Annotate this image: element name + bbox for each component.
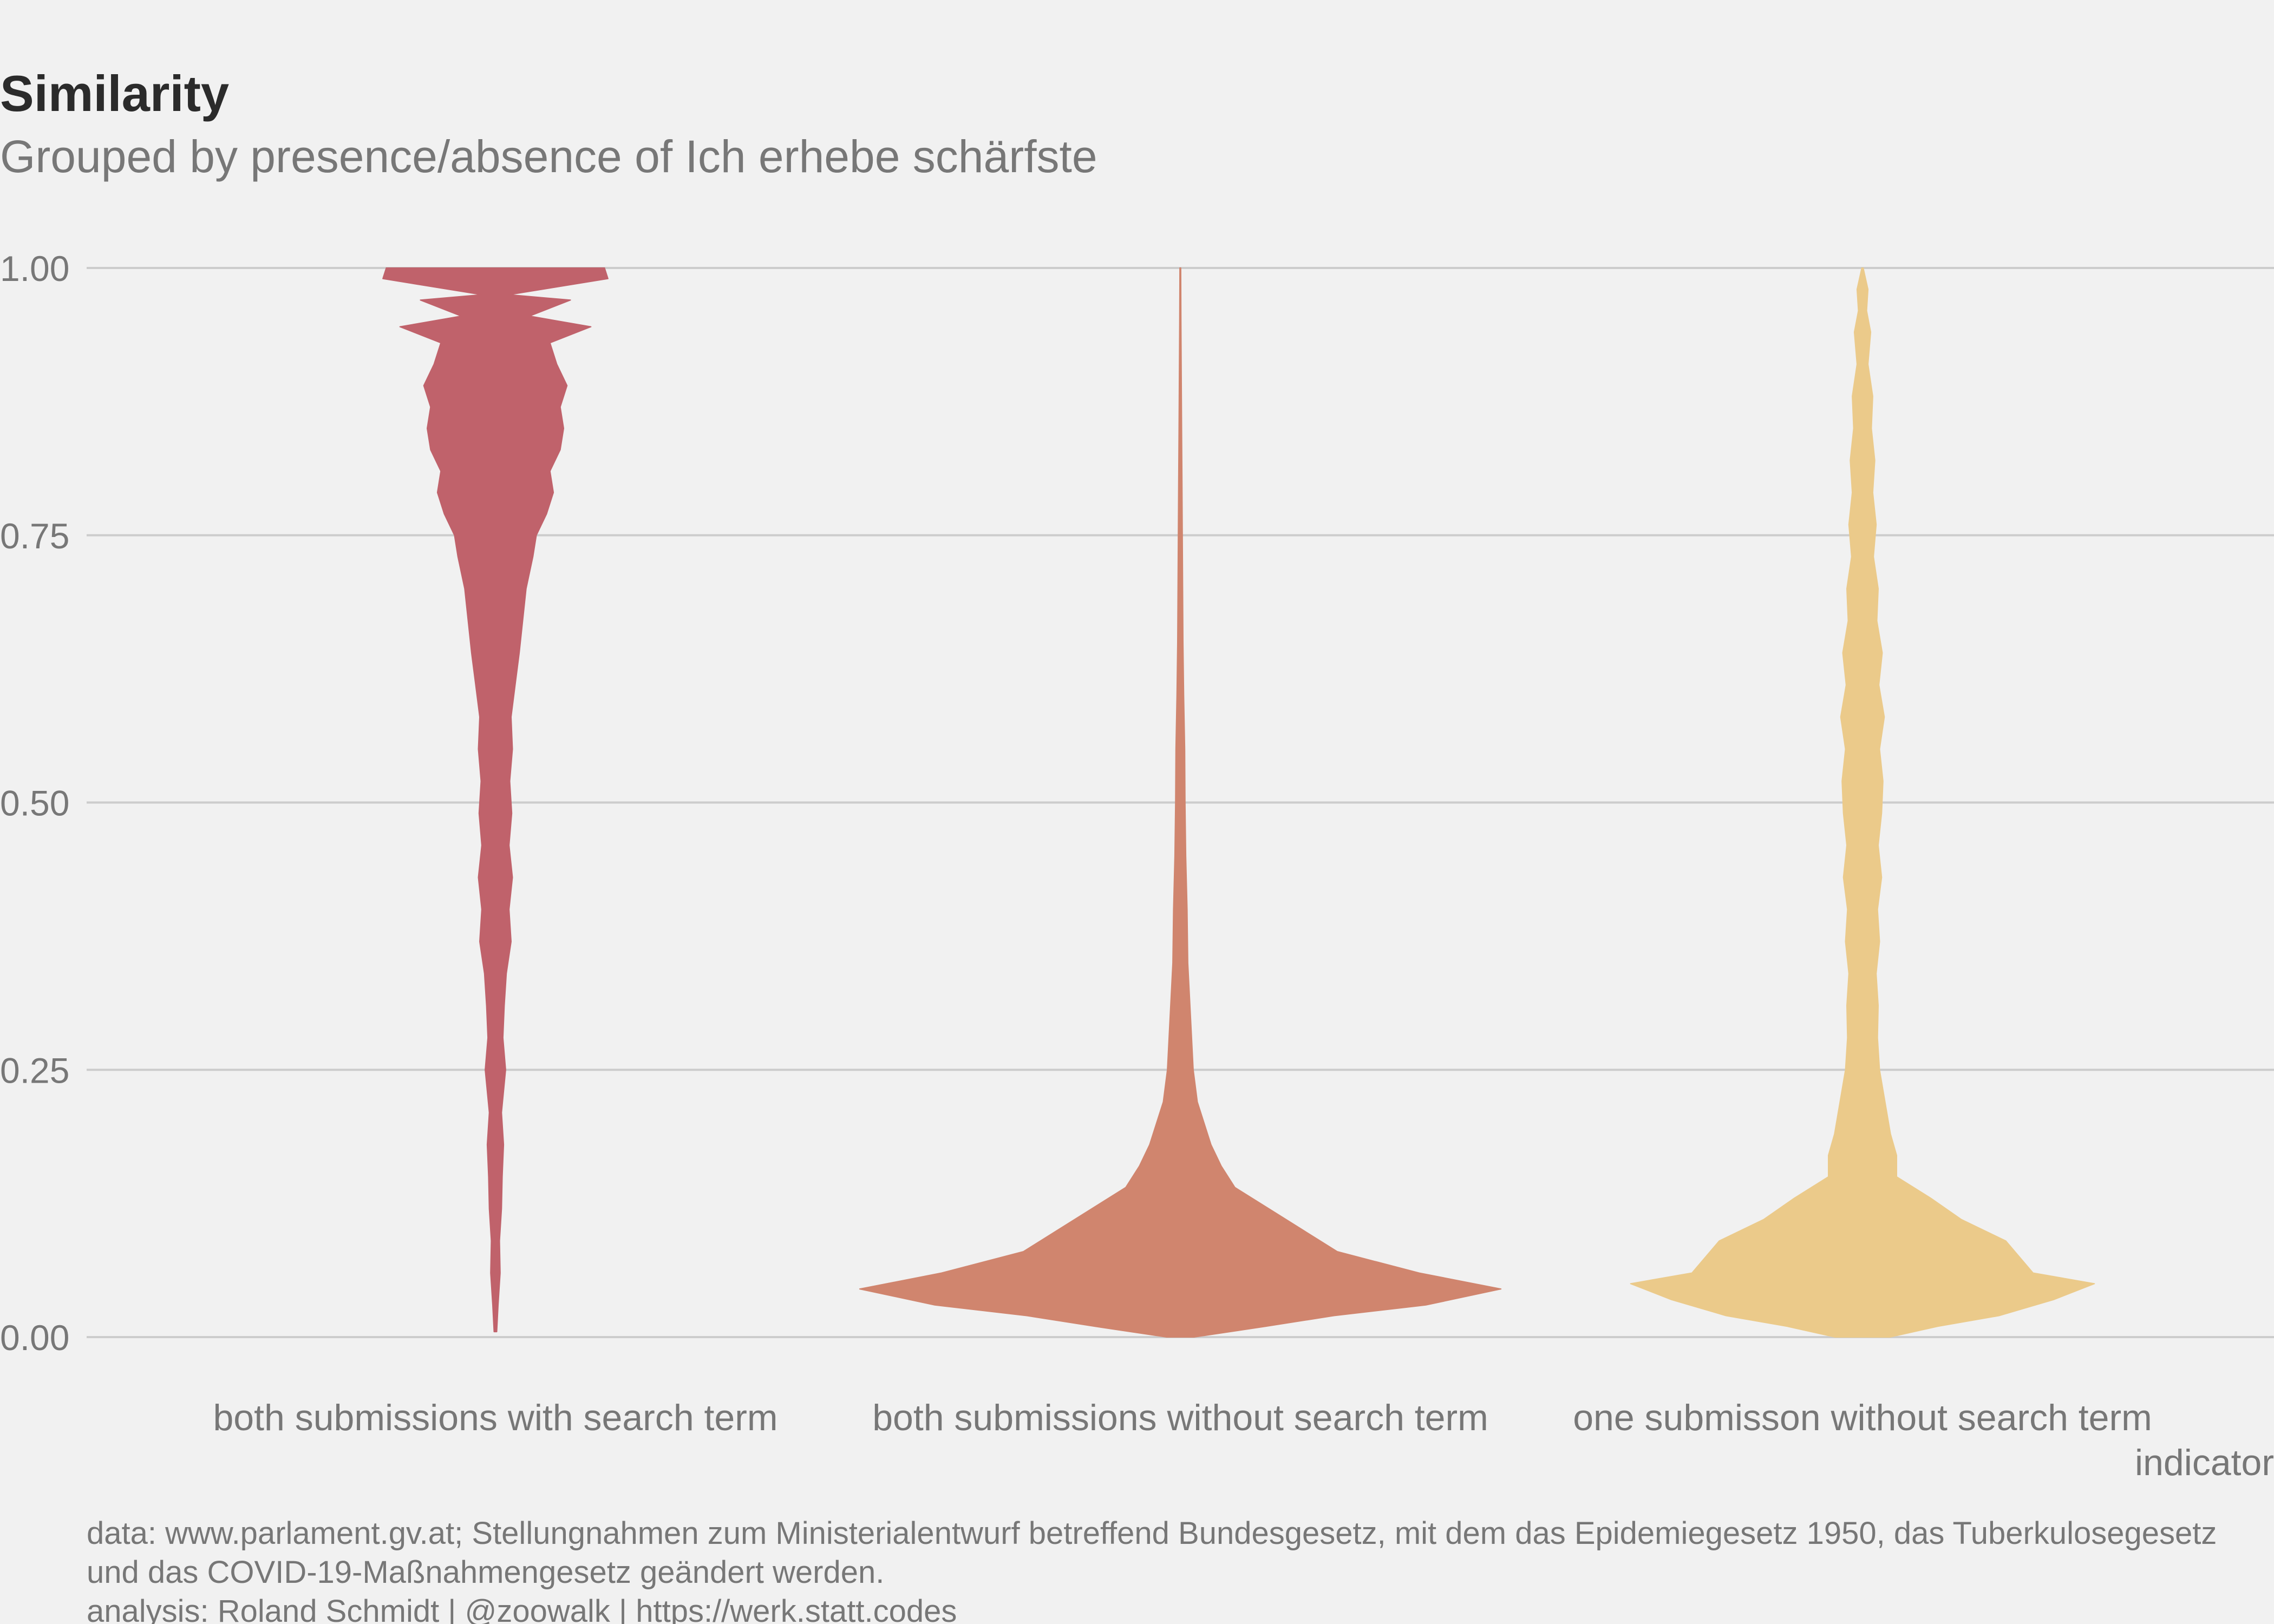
violin-2 xyxy=(859,267,1502,1338)
y-tick-label: 0.50 xyxy=(0,783,69,823)
y-tick-label: 0.75 xyxy=(0,516,69,556)
caption-source-continued: und das COVID-19-Maßnahmengesetz geänder… xyxy=(87,1555,884,1590)
y-tick-label: 0.25 xyxy=(0,1050,69,1090)
caption-analysis: analysis: Roland Schmidt | @zoowalk | ht… xyxy=(87,1594,957,1624)
x-axis-category-labels: both submissions with search term both su… xyxy=(213,1397,2152,1438)
chart-title: Similarity xyxy=(0,65,229,122)
violins xyxy=(382,267,2095,1338)
y-axis-tick-labels: 0.00 0.25 0.50 0.75 1.00 xyxy=(0,248,69,1358)
x-category-label: both submissions without search term xyxy=(872,1397,1488,1438)
x-axis-label: indicator xyxy=(2135,1442,2274,1483)
violin-3 xyxy=(1630,267,2095,1338)
y-tick-label: 0.00 xyxy=(0,1318,69,1358)
caption-source: data: www.parlament.gv.at; Stellungnahme… xyxy=(87,1516,2217,1551)
x-category-label: one submisson without search term xyxy=(1573,1397,2152,1438)
x-category-label: both submissions with search term xyxy=(213,1397,777,1438)
chart-subtitle: Grouped by presence/absence of Ich erheb… xyxy=(0,131,1097,182)
violin-1 xyxy=(382,267,609,1333)
y-tick-label: 1.00 xyxy=(0,248,69,289)
